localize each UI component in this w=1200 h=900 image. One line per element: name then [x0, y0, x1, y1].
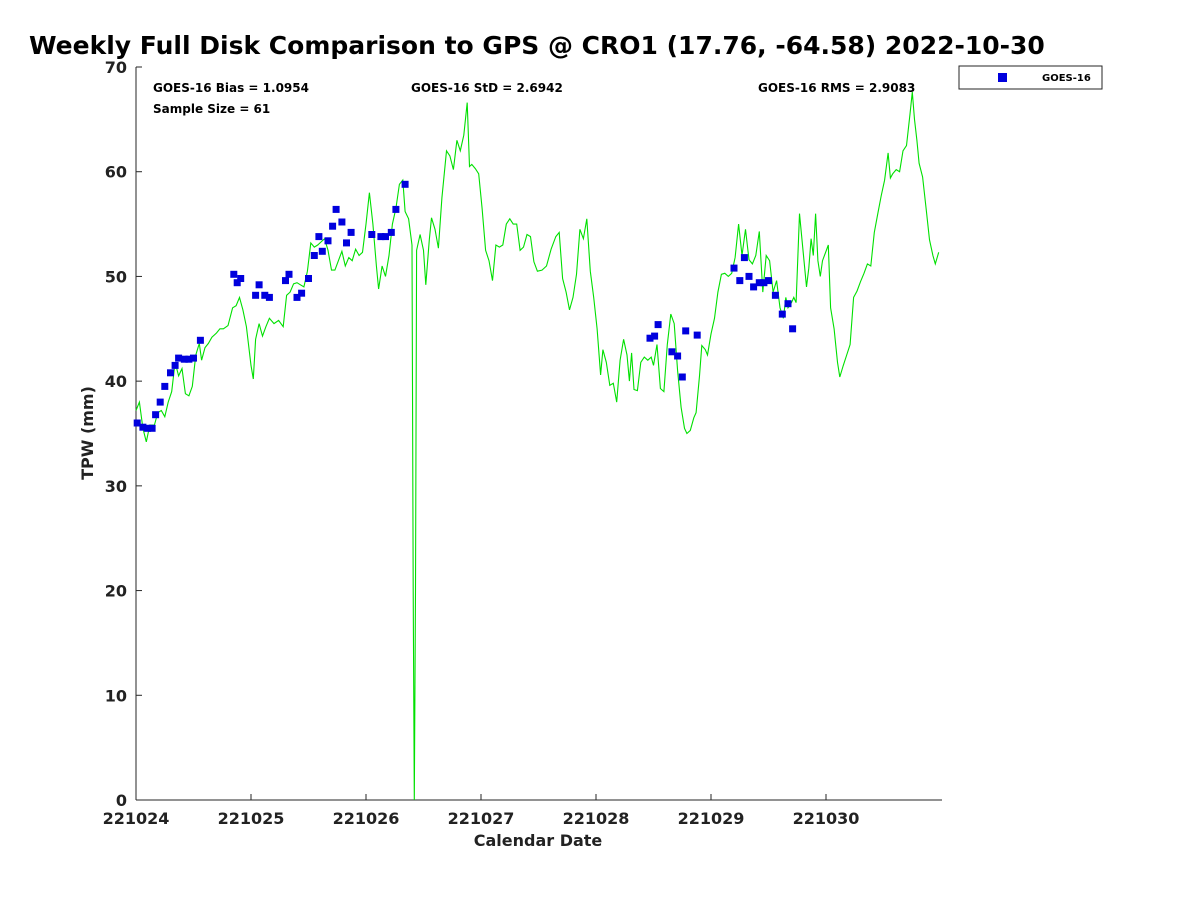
green-series [135, 92, 940, 801]
y-tick-label: 0 [116, 791, 127, 810]
axis-ticks: 0 10 20 30 40 50 60 70 221024 221025 221026 221027 2… [103, 58, 860, 828]
goes-16-point [789, 325, 797, 333]
goes-16-point [324, 237, 332, 245]
sample-size-annotation: Sample Size = 61 [153, 102, 270, 116]
goes-16-point [682, 327, 690, 335]
y-tick-label: 30 [105, 477, 127, 496]
goes-16-point [305, 275, 312, 282]
x-axis-label: Calendar Date [474, 831, 603, 850]
goes-16-point [139, 423, 147, 431]
goes-16-point [265, 293, 273, 301]
goes-16-point [338, 218, 346, 226]
y-tick-label: 70 [105, 58, 127, 77]
goes-16-point [377, 233, 385, 241]
goes-16-point [185, 355, 193, 363]
y-tick-label: 60 [105, 163, 127, 182]
y-tick-label: 10 [105, 686, 127, 705]
goes-16-point [237, 275, 245, 282]
goes-16-point [755, 279, 763, 287]
goes-16-point [144, 424, 151, 432]
goes-16-point [329, 222, 337, 230]
goes-16-series [133, 180, 797, 432]
goes-16-point [654, 321, 662, 329]
goes-16-point [765, 277, 772, 285]
goes-16-point [180, 355, 188, 363]
legend-label: GOES-16 [1042, 73, 1091, 84]
goes-16-point [175, 354, 183, 362]
goes-16-point [282, 277, 289, 285]
goes-16-point [740, 254, 748, 262]
y-tick-label: 40 [105, 372, 127, 391]
goes-16-point [646, 334, 654, 342]
goes-16-point [343, 239, 350, 247]
goes-16-point [252, 291, 260, 299]
goes-16-point [293, 293, 301, 301]
goes-16-point [152, 411, 160, 419]
goes-16-point [736, 277, 744, 285]
goes-16-point [190, 354, 197, 362]
goes-16-point [750, 283, 758, 291]
goes-16-point [651, 332, 659, 340]
goes-16-point [133, 419, 141, 427]
goes-16-point [171, 361, 179, 369]
goes-16-point [230, 270, 238, 278]
goes-16-point [255, 281, 263, 289]
goes-16-point [401, 180, 409, 188]
legend-marker [998, 73, 1007, 82]
goes-16-point [310, 252, 318, 259]
goes-16-point [161, 382, 169, 390]
chart-title: Weekly Full Disk Comparison to GPS @ CRO… [29, 31, 1045, 60]
x-tick-label: 221024 [103, 809, 170, 828]
goes-16-point [693, 331, 701, 339]
goes-16-point [771, 291, 779, 299]
x-tick-label: 221027 [448, 809, 515, 828]
goes-16-point [196, 336, 204, 344]
y-axis-label: TPW (mm) [78, 386, 97, 480]
goes-16-point [347, 228, 355, 236]
goes-16-point [392, 205, 400, 213]
goes-16-point [167, 369, 174, 377]
goes-16-point [318, 247, 326, 255]
goes-16-point [760, 279, 768, 287]
x-tick-label: 221025 [218, 809, 285, 828]
goes-16-point [261, 291, 269, 299]
goes-16-point [678, 373, 686, 381]
goes-16-point [332, 205, 340, 213]
goes-16-point [368, 231, 376, 238]
goes-16-point [315, 233, 323, 241]
y-tick-label: 20 [105, 582, 127, 601]
goes-16-point [298, 289, 306, 297]
std-annotation: GOES-16 StD = 2.6942 [411, 81, 563, 95]
goes-16-point [778, 310, 786, 318]
x-tick-label: 221030 [793, 809, 860, 828]
rms-annotation: GOES-16 RMS = 2.9083 [758, 81, 915, 95]
bias-annotation: GOES-16 Bias = 1.0954 [153, 81, 309, 95]
y-tick-label: 50 [105, 267, 127, 286]
goes-16-point [745, 272, 753, 280]
goes-16-point [382, 233, 389, 241]
legend: GOES-16 [958, 65, 1103, 90]
legend-box [958, 65, 1103, 90]
x-tick-label: 221028 [563, 809, 630, 828]
goes-16-point [148, 424, 156, 432]
goes-16-point [668, 348, 676, 356]
goes-16-point [674, 352, 682, 360]
x-tick-label: 221029 [678, 809, 745, 828]
x-tick-label: 221026 [333, 809, 400, 828]
goes-16-point [156, 398, 164, 406]
series-line [135, 92, 940, 801]
plot-area [135, 67, 942, 801]
goes-16-point [730, 264, 738, 272]
goes-16-point [387, 228, 395, 236]
goes-16-point [233, 279, 241, 287]
goes-16-point [285, 270, 293, 278]
goes-16-point [784, 300, 792, 308]
